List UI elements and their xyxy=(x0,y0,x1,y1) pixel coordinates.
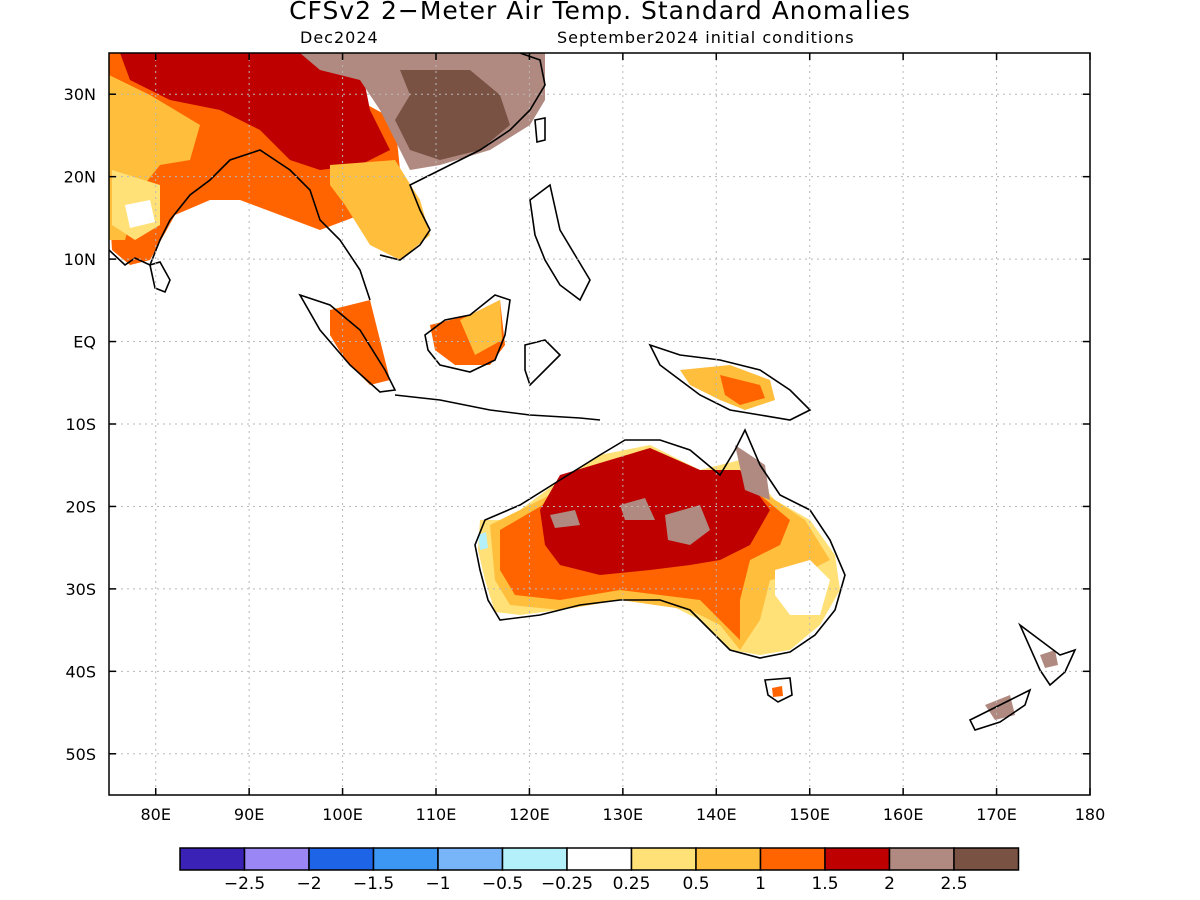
lon-tick-label: 140E xyxy=(696,805,737,824)
valid-month-label: Dec2024 xyxy=(300,28,379,47)
tick-marks xyxy=(109,53,1091,795)
lat-tick-label: 30N xyxy=(64,85,96,104)
tasmania-anomaly xyxy=(772,686,783,697)
australia-extreme-patch-3 xyxy=(735,445,770,500)
indochina-warm-anomaly xyxy=(330,160,430,260)
lon-tick-label: 180 xyxy=(1075,805,1106,824)
lon-tick-label: 150E xyxy=(789,805,830,824)
map-title: CFSv2 2−Meter Air Temp. Standard Anomali… xyxy=(289,0,911,25)
initial-conditions-label: September2024 initial conditions xyxy=(557,28,855,47)
lat-tick-label: 10N xyxy=(64,250,96,269)
java-coastline xyxy=(394,394,601,421)
legend-label: −2 xyxy=(296,874,321,894)
legend-label: 1.5 xyxy=(811,874,838,894)
legend-label: −1 xyxy=(425,874,450,894)
tibet-strong-anomaly xyxy=(120,53,390,170)
lon-tick-label: 130E xyxy=(603,805,644,824)
axis-labels: 80E 90E 100E 110E 120E 130E 140E 150E 160E 170E 18… xyxy=(64,85,1106,824)
grid-lines xyxy=(109,53,1090,795)
legend-swatch xyxy=(179,847,246,871)
new-guinea-warm-core xyxy=(720,375,765,405)
legend-swatch xyxy=(953,847,1020,871)
lon-tick-label: 100E xyxy=(322,805,363,824)
legend-swatch xyxy=(243,847,310,871)
new-zealand-north-coastline xyxy=(1018,622,1077,687)
taiwan-coastline xyxy=(534,117,546,144)
legend-label: 2.5 xyxy=(940,874,967,894)
sri-lanka-coastline xyxy=(149,261,171,294)
legend-swatch xyxy=(695,847,762,871)
lon-tick-label: 160E xyxy=(883,805,924,824)
australia-extreme-patch-1 xyxy=(620,498,655,520)
australia-coastline xyxy=(474,428,846,659)
new-zealand-south-anomaly xyxy=(985,695,1015,720)
legend-label: 0.5 xyxy=(682,874,709,894)
sulawesi-coastline xyxy=(524,339,562,387)
legend-swatch xyxy=(759,847,826,871)
legend-swatch xyxy=(308,847,375,871)
lon-tick-label: 80E xyxy=(140,805,170,824)
lat-tick-label: 20S xyxy=(65,497,96,516)
lon-tick-label: 170E xyxy=(976,805,1017,824)
map-plot-area xyxy=(109,53,1090,795)
legend-swatch xyxy=(372,847,439,871)
legend-label: 1 xyxy=(755,874,766,894)
lon-tick-label: 90E xyxy=(234,805,264,824)
color-legend: −2.5 −2 −1.5 −1 −0.5 −0.25 0.25 0.5 1 1.5 2 2.5 xyxy=(179,847,1020,894)
legend-label: −2.5 xyxy=(224,874,265,894)
legend-swatch xyxy=(501,847,568,871)
sumatra-anomaly xyxy=(330,300,390,385)
india-neutral-patch xyxy=(125,200,155,228)
lon-tick-label: 120E xyxy=(509,805,550,824)
lat-tick-label: EQ xyxy=(73,333,96,352)
legend-swatch xyxy=(630,847,697,871)
new-zealand-anomaly xyxy=(1040,650,1058,668)
lat-tick-label: 40S xyxy=(65,662,96,681)
lat-tick-label: 10S xyxy=(65,415,96,434)
australia-extreme-patch-4 xyxy=(550,510,580,528)
queensland-neutral-patch xyxy=(775,560,830,615)
anomaly-shading xyxy=(109,53,1058,720)
legend-label: 0.25 xyxy=(613,874,651,894)
legend-swatch xyxy=(824,847,891,871)
wa-cool-patch xyxy=(478,532,488,550)
legend-label: −0.25 xyxy=(541,874,593,894)
legend-swatch xyxy=(888,847,955,871)
lat-tick-label: 50S xyxy=(65,745,96,764)
legend-label: 2 xyxy=(884,874,895,894)
asia-coastline xyxy=(109,53,546,301)
legend-label: −0.5 xyxy=(482,874,523,894)
legend-swatch xyxy=(566,847,633,871)
new-guinea-coastline xyxy=(648,343,812,421)
sumatra-coastline xyxy=(298,293,397,393)
australia-very-strong-anomaly xyxy=(540,448,770,575)
china-extreme-anomaly xyxy=(395,70,510,160)
philippines-coastline xyxy=(529,183,591,302)
lon-tick-label: 110E xyxy=(416,805,457,824)
lat-tick-label: 30S xyxy=(65,580,96,599)
lat-tick-label: 20N xyxy=(64,168,96,187)
coastlines xyxy=(109,53,1077,731)
tasmania-coastline xyxy=(764,677,793,703)
australia-extreme-patch-2 xyxy=(665,505,710,545)
legend-label: −1.5 xyxy=(353,874,394,894)
legend-swatch xyxy=(437,847,504,871)
new-zealand-south-coastline xyxy=(968,688,1032,731)
